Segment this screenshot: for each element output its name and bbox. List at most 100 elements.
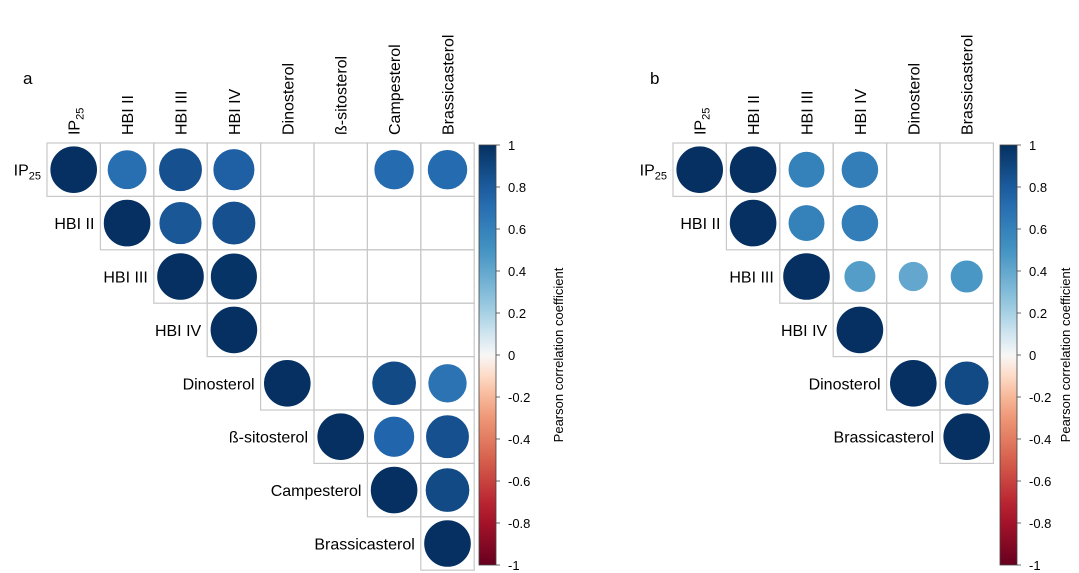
- variable-label: IP25: [640, 163, 667, 183]
- colorbar-tick-label: 0.2: [1029, 306, 1047, 321]
- colorbar-tick-label: -0.6: [1029, 474, 1051, 489]
- variable-label: Campesterol: [271, 483, 362, 500]
- colorbar-tick-label: 0.4: [1029, 264, 1047, 279]
- grid-cell: [366, 249, 422, 304]
- grid-cell: [420, 249, 475, 304]
- correlation-circle: [843, 260, 877, 293]
- grid-cell: [260, 142, 315, 198]
- variable-label: ß-sitosterol: [334, 56, 351, 135]
- colorbar-tick-label: 1: [1029, 138, 1036, 153]
- correlation-circle: [211, 200, 257, 246]
- colorbar-tick-label: 0: [508, 348, 515, 363]
- colorbar-tick-label: 1: [508, 138, 515, 153]
- correlation-circle: [427, 363, 468, 404]
- correlation-circle: [424, 467, 471, 513]
- correlation-circle: [787, 204, 826, 242]
- colorbar-label: Pearson correlation coefficient: [551, 267, 566, 442]
- grid-cell: [313, 302, 369, 358]
- variable-label: Dinosterol: [280, 63, 297, 135]
- correlation-circle: [212, 148, 256, 192]
- grid-cell: [420, 516, 475, 571]
- grid-cell: [885, 302, 941, 358]
- correlation-circle: [156, 252, 205, 301]
- variable-label: IP25: [14, 163, 41, 183]
- variable-label: HBI III: [103, 270, 147, 287]
- grid-cell: [885, 142, 941, 198]
- colorbar-tick-label: -0.4: [508, 432, 530, 447]
- correlation-circle: [106, 149, 148, 190]
- correlation-grid: [672, 142, 995, 465]
- colorbar-tick-label: -0.6: [508, 474, 530, 489]
- variable-label: HBI IV: [781, 323, 828, 340]
- correlation-circle: [49, 145, 98, 194]
- colorbar-tick-label: 0.4: [508, 264, 526, 279]
- correlation-circle: [840, 204, 879, 243]
- correlation-circle: [373, 415, 416, 458]
- correlation-circle: [102, 199, 152, 248]
- panel-a: a IP25 HBI II HBI III HBI IV Dinosterol ß-sit…: [14, 35, 566, 573]
- grid-cell: [313, 195, 369, 251]
- correlation-circle: [835, 305, 885, 354]
- variable-label: Campesterol: [387, 44, 404, 135]
- colorbar-tick-label: -0.2: [508, 390, 530, 405]
- colorbar-tick-label: 0.8: [508, 180, 526, 195]
- correlation-circle: [373, 149, 415, 191]
- correlation-circle: [728, 145, 778, 194]
- correlation-circle: [897, 261, 929, 292]
- colorbar-tick-label: 0.6: [508, 222, 526, 237]
- correlation-circle: [787, 150, 826, 189]
- correlation-circle: [944, 360, 990, 406]
- correlation-circle: [369, 465, 419, 515]
- panel-label: b: [650, 69, 659, 88]
- correlation-circle: [210, 252, 258, 301]
- correlation-circle: [782, 252, 831, 301]
- correlation-circle: [423, 519, 472, 568]
- variable-label: HBI II: [680, 216, 720, 233]
- variable-label: ß-sitosterol: [229, 430, 308, 447]
- correlation-circle: [840, 150, 879, 189]
- correlation-circle: [425, 414, 470, 459]
- variable-label: Brassicasterol: [314, 537, 414, 554]
- variable-label: Dinosterol: [906, 63, 923, 135]
- colorbar-tick-label: 0: [1029, 348, 1036, 363]
- colorbar-tick-label: -0.2: [1029, 390, 1051, 405]
- grid-cell: [885, 195, 941, 251]
- colorbar: [999, 144, 1018, 566]
- grid-cell: [939, 195, 995, 251]
- colorbar-tick-label: -1: [508, 558, 520, 573]
- variable-label: HBI IV: [155, 323, 202, 340]
- variable-label: Brassicasterol: [834, 430, 934, 447]
- grid-cell: [260, 195, 315, 251]
- grid-cell: [313, 249, 369, 304]
- correlation-circle: [942, 412, 991, 461]
- colorbar-tick-label: 0.6: [1029, 222, 1047, 237]
- correlation-circle: [675, 145, 724, 194]
- grid-cell: [939, 302, 995, 358]
- correlation-circle: [158, 147, 203, 192]
- colorbar-tick-label: -0.8: [508, 516, 530, 531]
- grid-cell: [420, 302, 475, 358]
- variable-label: HBI III: [800, 91, 817, 135]
- grid-cell: [260, 302, 315, 358]
- colorbar-tick-label: -0.8: [1029, 516, 1051, 531]
- variable-label: HBI III: [174, 91, 191, 135]
- grid-cell: [366, 302, 422, 358]
- variable-label: HBI IV: [853, 88, 870, 135]
- colorbar: [478, 144, 497, 566]
- correlation-circle: [728, 199, 778, 248]
- variable-label: Dinosterol: [183, 376, 255, 393]
- grid-cell: [420, 195, 475, 251]
- colorbar-label: Pearson correlation coefficient: [1058, 267, 1073, 442]
- grid-cell: [939, 409, 995, 465]
- correlation-circle: [371, 360, 417, 406]
- correlation-circle: [316, 412, 365, 461]
- colorbar-tick-label: -0.4: [1029, 432, 1051, 447]
- variable-label: Dinosterol: [809, 376, 881, 393]
- correlation-circle: [209, 305, 258, 354]
- panel-label: a: [23, 69, 33, 88]
- colorbar-tick-label: -1: [1029, 558, 1041, 573]
- correlation-circle: [263, 359, 312, 408]
- correlation-circle: [889, 359, 938, 408]
- variable-label: Brassicasterol: [960, 35, 977, 135]
- grid-cell: [260, 249, 315, 304]
